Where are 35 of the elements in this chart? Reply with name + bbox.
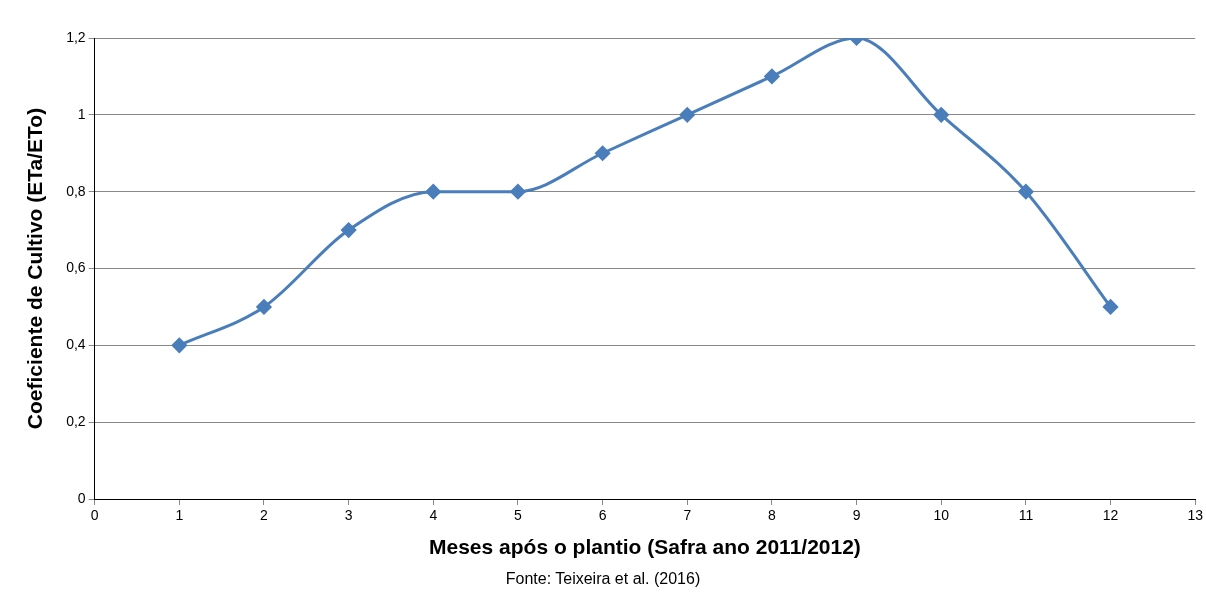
y-tick-label: 1,2 <box>66 28 86 45</box>
point <box>679 107 695 123</box>
point <box>764 68 780 84</box>
point <box>256 299 272 315</box>
y-axis-title: Coeficiente de Cultivo (ETa/ETo) <box>23 107 47 430</box>
point <box>510 184 526 200</box>
point <box>341 222 357 238</box>
x-tick-label: 11 <box>1018 507 1034 524</box>
y-tick-label: 0,6 <box>66 259 86 276</box>
x-tick-label: 5 <box>514 507 523 524</box>
point <box>1018 184 1034 200</box>
x-tick-label: 4 <box>429 507 438 524</box>
point <box>933 107 949 123</box>
x-tick-label: 7 <box>683 507 692 524</box>
point <box>595 145 611 161</box>
x-tick-label: 2 <box>260 507 269 524</box>
x-tick-label: 10 <box>933 507 950 524</box>
y-tick-label: 0,4 <box>66 336 86 353</box>
y-tick-label: 0,8 <box>66 182 86 199</box>
x-tick-label: 13 <box>1187 507 1204 524</box>
point <box>425 184 441 200</box>
x-tick-label: 12 <box>1102 507 1119 524</box>
point <box>1103 299 1119 315</box>
x-tick-label: 3 <box>344 507 353 524</box>
x-tick-label: 1 <box>175 507 184 524</box>
source-note: Fonte: Teixeira et al. (2016) <box>504 570 702 588</box>
x-tick-label: 9 <box>852 507 861 524</box>
y-tick-label: 0 <box>77 489 86 506</box>
y-tick-label: 1 <box>77 105 86 122</box>
x-tick-label: 8 <box>768 507 777 524</box>
point <box>171 337 187 353</box>
y-tick-label: 0,2 <box>66 413 86 430</box>
x-tick-label: 6 <box>598 507 607 524</box>
x-axis-title: Meses após o plantio (Safra ano 2011/2012) <box>429 535 861 559</box>
x-tick-label: 0 <box>90 507 99 524</box>
